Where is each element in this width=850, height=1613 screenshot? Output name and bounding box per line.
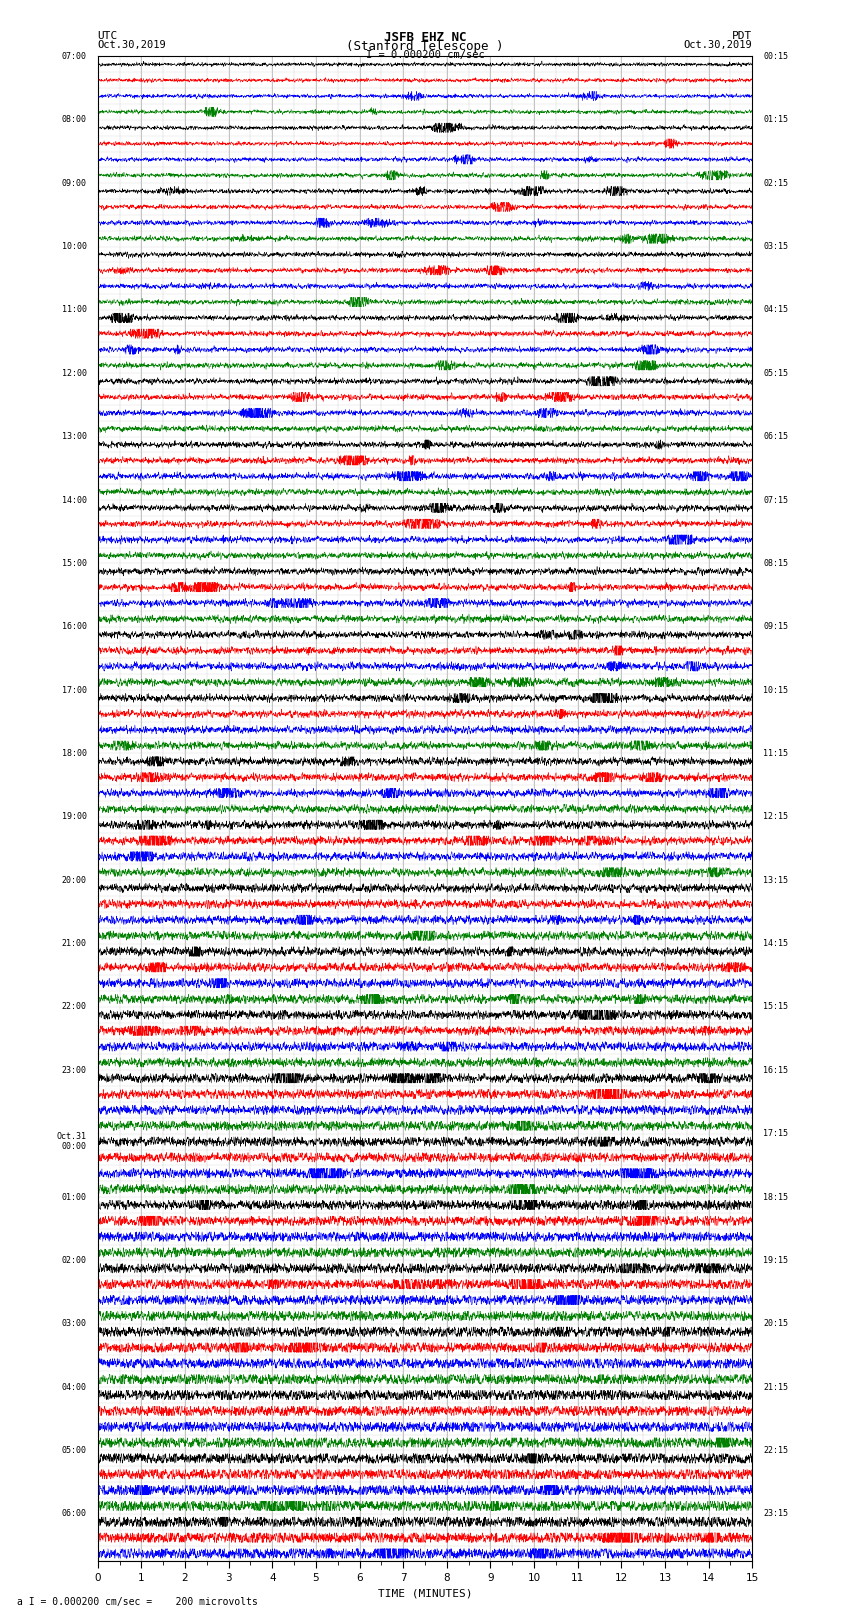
Text: 08:15: 08:15	[763, 558, 788, 568]
Text: Oct.30,2019: Oct.30,2019	[98, 40, 167, 50]
Text: UTC: UTC	[98, 31, 118, 40]
Text: 13:15: 13:15	[763, 876, 788, 884]
Text: 07:15: 07:15	[763, 495, 788, 505]
Text: 22:00: 22:00	[62, 1002, 87, 1011]
Text: a I = 0.000200 cm/sec =    200 microvolts: a I = 0.000200 cm/sec = 200 microvolts	[17, 1597, 258, 1607]
Text: 07:00: 07:00	[62, 52, 87, 61]
Text: 16:15: 16:15	[763, 1066, 788, 1074]
Text: 18:15: 18:15	[763, 1192, 788, 1202]
Text: 21:00: 21:00	[62, 939, 87, 948]
Text: 02:15: 02:15	[763, 179, 788, 187]
Text: 10:15: 10:15	[763, 686, 788, 695]
Text: 02:00: 02:00	[62, 1257, 87, 1265]
Text: 13:00: 13:00	[62, 432, 87, 440]
Text: 11:15: 11:15	[763, 748, 788, 758]
Text: 14:15: 14:15	[763, 939, 788, 948]
Text: 03:00: 03:00	[62, 1319, 87, 1327]
Text: (Stanford Telescope ): (Stanford Telescope )	[346, 40, 504, 53]
Text: I = 0.000200 cm/sec: I = 0.000200 cm/sec	[366, 50, 484, 60]
Text: 05:15: 05:15	[763, 369, 788, 377]
Text: 04:15: 04:15	[763, 305, 788, 315]
Text: 05:00: 05:00	[62, 1445, 87, 1455]
Text: 18:00: 18:00	[62, 748, 87, 758]
Text: 15:15: 15:15	[763, 1002, 788, 1011]
Text: 10:00: 10:00	[62, 242, 87, 252]
Text: 09:15: 09:15	[763, 623, 788, 631]
Text: 23:00: 23:00	[62, 1066, 87, 1074]
Text: 15:00: 15:00	[62, 558, 87, 568]
Text: 20:00: 20:00	[62, 876, 87, 884]
X-axis label: TIME (MINUTES): TIME (MINUTES)	[377, 1589, 473, 1598]
Text: 17:15: 17:15	[763, 1129, 788, 1139]
Text: 03:15: 03:15	[763, 242, 788, 252]
Text: 06:00: 06:00	[62, 1510, 87, 1518]
Text: 12:00: 12:00	[62, 369, 87, 377]
Text: 20:15: 20:15	[763, 1319, 788, 1327]
Text: Oct.30,2019: Oct.30,2019	[683, 40, 752, 50]
Text: 09:00: 09:00	[62, 179, 87, 187]
Text: 16:00: 16:00	[62, 623, 87, 631]
Text: 11:00: 11:00	[62, 305, 87, 315]
Text: 06:15: 06:15	[763, 432, 788, 440]
Text: 00:15: 00:15	[763, 52, 788, 61]
Text: PDT: PDT	[732, 31, 752, 40]
Text: 04:00: 04:00	[62, 1382, 87, 1392]
Text: 21:15: 21:15	[763, 1382, 788, 1392]
Text: 23:15: 23:15	[763, 1510, 788, 1518]
Text: 08:00: 08:00	[62, 115, 87, 124]
Text: 01:00: 01:00	[62, 1192, 87, 1202]
Text: 17:00: 17:00	[62, 686, 87, 695]
Text: Oct.31
00:00: Oct.31 00:00	[57, 1132, 87, 1152]
Text: JSFB EHZ NC: JSFB EHZ NC	[383, 31, 467, 44]
Text: 14:00: 14:00	[62, 495, 87, 505]
Text: 19:00: 19:00	[62, 813, 87, 821]
Text: 22:15: 22:15	[763, 1445, 788, 1455]
Text: 12:15: 12:15	[763, 813, 788, 821]
Text: 01:15: 01:15	[763, 115, 788, 124]
Text: 19:15: 19:15	[763, 1257, 788, 1265]
